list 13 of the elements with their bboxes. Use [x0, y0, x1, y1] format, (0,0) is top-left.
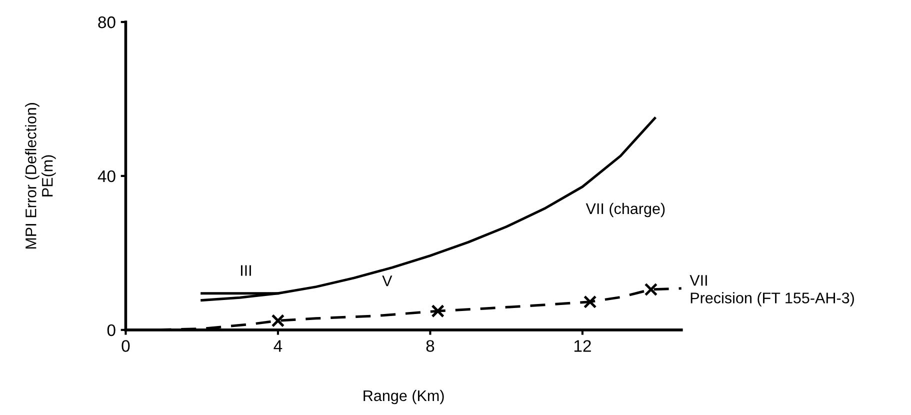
- x-axis-title: Range (Km): [364, 390, 444, 404]
- x-tick-label: 12: [574, 340, 591, 352]
- x-tick-label: 4: [274, 340, 282, 352]
- text: VII Precision (FT 155-AH-3): [690, 275, 854, 306]
- y-tick-label: 80: [98, 16, 116, 28]
- x-tick-label: 0: [122, 340, 130, 352]
- y-tick-label: 0: [107, 324, 116, 336]
- y-tick-label: 40: [98, 170, 116, 182]
- y-axis-title: MPI Error (Deflection) PE(m): [25, 103, 56, 249]
- annotation: V: [382, 276, 392, 286]
- x-tick-label: 8: [426, 340, 434, 352]
- annotation: VII (charge): [586, 202, 665, 218]
- annotation: III: [241, 265, 251, 276]
